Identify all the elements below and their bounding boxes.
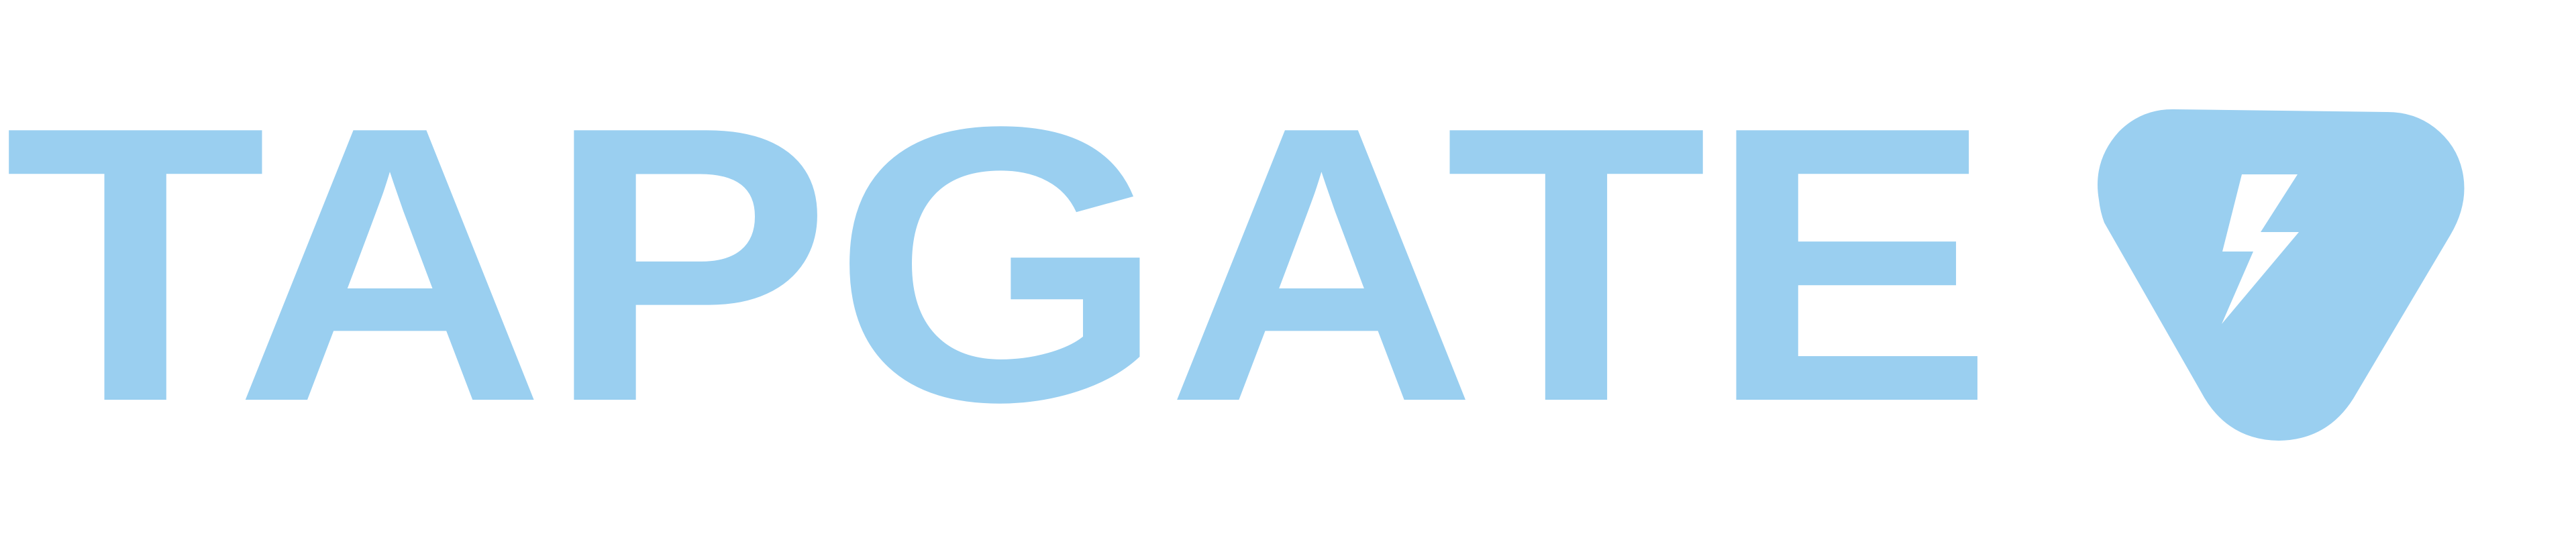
logo-wordmark: TAPGATE [4, 117, 2004, 439]
triangle-shape [2098, 109, 2465, 441]
lightning-bolt [2222, 174, 2299, 324]
wordmark-text: TAPGATE [4, 117, 1994, 439]
bolt-triangle-icon [2094, 94, 2576, 469]
logo-wordmark-text: TAPGATE [4, 117, 1994, 439]
bolt-triangle-icon-svg [2098, 109, 2465, 441]
